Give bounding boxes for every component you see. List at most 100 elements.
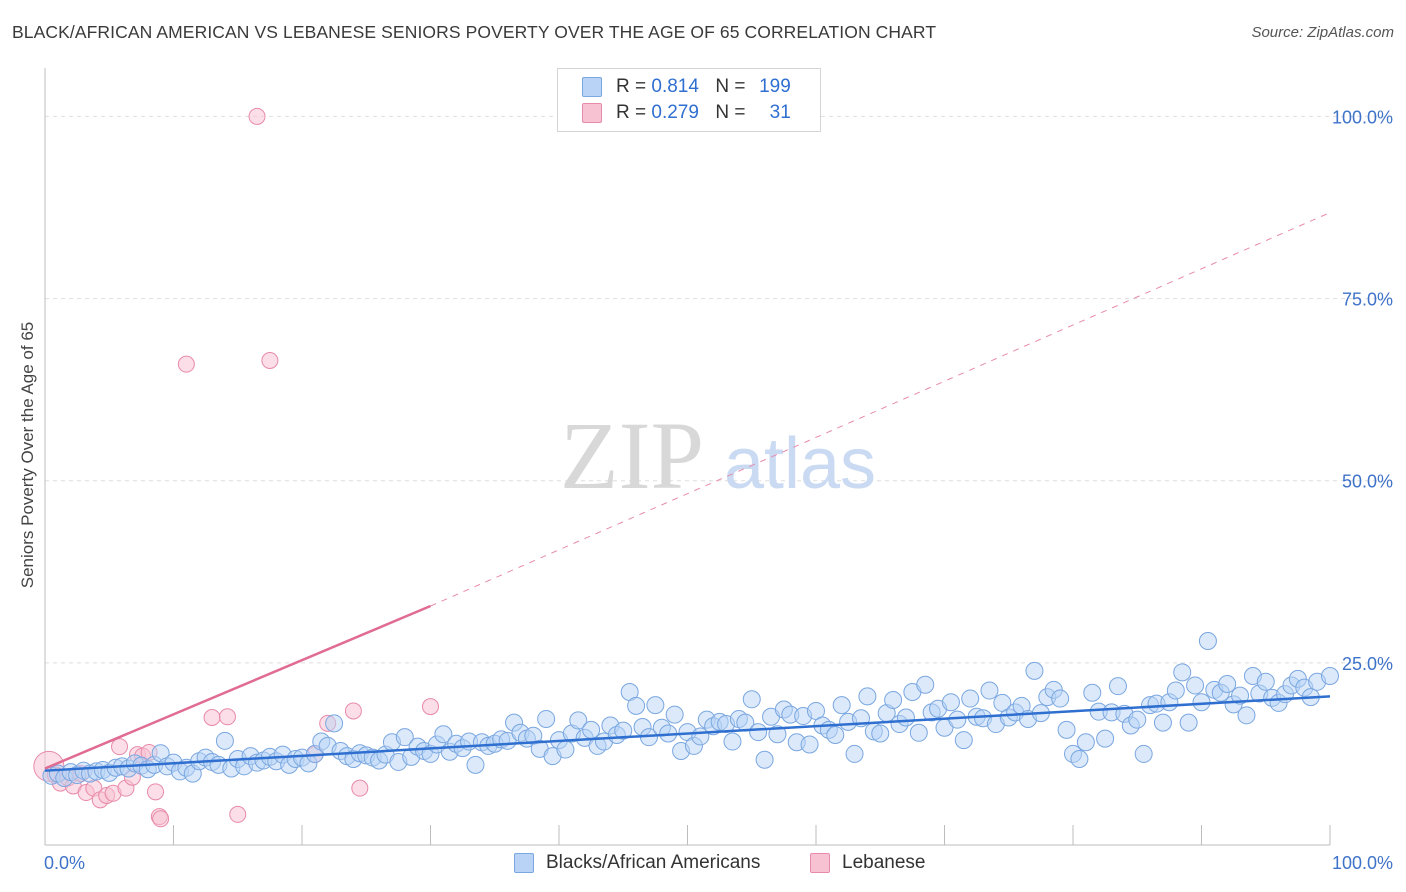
black-point — [916, 675, 935, 694]
source-label: Source: ZipAtlas.com — [1251, 24, 1394, 41]
black-point — [1096, 729, 1115, 748]
black-point — [1070, 750, 1089, 769]
axes — [44, 68, 1331, 846]
black-points — [42, 632, 1339, 787]
lebanese-point — [422, 698, 439, 716]
black-point — [941, 693, 960, 712]
black-point — [1166, 681, 1185, 700]
legend-n-label: N = — [715, 102, 746, 123]
black-point — [614, 721, 633, 740]
black-point — [749, 723, 768, 742]
lebanese-trend-dashed — [430, 212, 1331, 607]
black-point — [215, 731, 234, 750]
y-tick-label: 100.0% — [1332, 107, 1393, 127]
legend-n-value: 31 — [769, 102, 791, 123]
black-point — [896, 708, 915, 727]
legend-swatch-blue — [582, 77, 602, 97]
y-tick-label: 25.0% — [1342, 654, 1393, 674]
black-point — [871, 724, 890, 743]
black-point — [845, 744, 864, 763]
lebanese-point — [152, 810, 170, 828]
black-point — [742, 690, 761, 709]
chart-title: BLACK/AFRICAN AMERICAN VS LEBANESE SENIO… — [12, 22, 937, 42]
black-point — [1128, 710, 1147, 729]
black-point — [646, 696, 665, 715]
black-point — [1076, 733, 1095, 752]
black-point — [1321, 666, 1339, 685]
watermark: ZIP atlas — [560, 402, 876, 509]
black-point — [1057, 720, 1076, 739]
black-point — [434, 725, 453, 744]
black-point — [537, 709, 556, 728]
legend-swatch-blue — [514, 853, 534, 873]
black-point — [800, 735, 819, 754]
black-point — [325, 714, 344, 733]
watermark-zip: ZIP — [560, 402, 704, 509]
legend-swatch-pink — [582, 103, 602, 123]
legend-n-label: N = — [715, 76, 746, 97]
black-point — [569, 711, 588, 730]
black-point — [832, 696, 851, 715]
legend-label-lebanese: Lebanese — [842, 852, 926, 873]
black-point — [627, 696, 646, 715]
black-point — [1218, 674, 1237, 693]
lebanese-point — [203, 709, 221, 726]
legend-item-black[interactable]: Blacks/African Americans — [514, 852, 760, 874]
watermark-atlas: atlas — [724, 424, 876, 504]
black-point — [395, 728, 414, 747]
black-point — [466, 755, 485, 774]
black-point — [755, 750, 774, 769]
black-point — [1083, 683, 1102, 702]
black-point — [1237, 706, 1256, 725]
y-tick-label: 75.0% — [1342, 290, 1393, 310]
black-point — [1051, 689, 1070, 708]
x-tick-label-min: 0.0% — [44, 853, 85, 873]
black-point — [723, 732, 742, 751]
legend-r-label: R = — [616, 102, 647, 123]
lebanese-point — [229, 805, 247, 823]
legend-swatch-pink — [810, 853, 830, 873]
black-point — [1108, 677, 1127, 696]
black-trend-line — [44, 695, 1331, 772]
black-point — [1198, 632, 1217, 650]
black-point — [858, 687, 877, 706]
black-point — [1173, 663, 1192, 682]
y-axis-label: Seniors Poverty Over the Age of 65 — [18, 321, 37, 589]
black-point — [1179, 713, 1198, 732]
lebanese-point — [351, 779, 369, 797]
x-tick-label-max: 100.0% — [1332, 853, 1393, 873]
black-point — [909, 723, 928, 742]
lebanese-point — [111, 738, 129, 756]
y-tick-label: 50.0% — [1342, 472, 1393, 492]
correlation-legend: R = 0.814 N = 199 R = 0.279 N = 31 — [557, 68, 821, 132]
lebanese-point — [248, 107, 266, 125]
black-point — [961, 689, 980, 708]
black-point — [665, 705, 684, 724]
lebanese-points — [33, 107, 439, 828]
black-point — [768, 725, 787, 744]
lebanese-point — [261, 352, 279, 369]
black-point — [556, 740, 575, 759]
legend-n-value: 199 — [759, 76, 791, 97]
black-point — [1231, 686, 1250, 705]
legend-item-lebanese[interactable]: Lebanese — [810, 852, 925, 874]
lebanese-point — [344, 702, 362, 720]
grid-lines — [45, 115, 1392, 664]
black-point — [1134, 744, 1153, 763]
black-point — [954, 731, 973, 750]
legend-r-label: R = — [616, 76, 647, 97]
lebanese-point — [177, 355, 195, 373]
black-point — [1192, 693, 1211, 712]
legend-r-value: 0.279 — [651, 102, 699, 123]
black-point — [884, 691, 903, 710]
black-point — [1256, 672, 1275, 691]
black-point — [948, 710, 967, 729]
lebanese-point — [218, 708, 236, 726]
black-point — [1153, 713, 1172, 732]
black-point — [826, 725, 845, 744]
tick-labels: 25.0% 50.0% 75.0% 100.0% 0.0% 100.0% — [44, 107, 1393, 873]
legend-r-value: 0.814 — [651, 76, 699, 97]
black-point — [1186, 676, 1205, 695]
trend-lines — [44, 212, 1331, 772]
